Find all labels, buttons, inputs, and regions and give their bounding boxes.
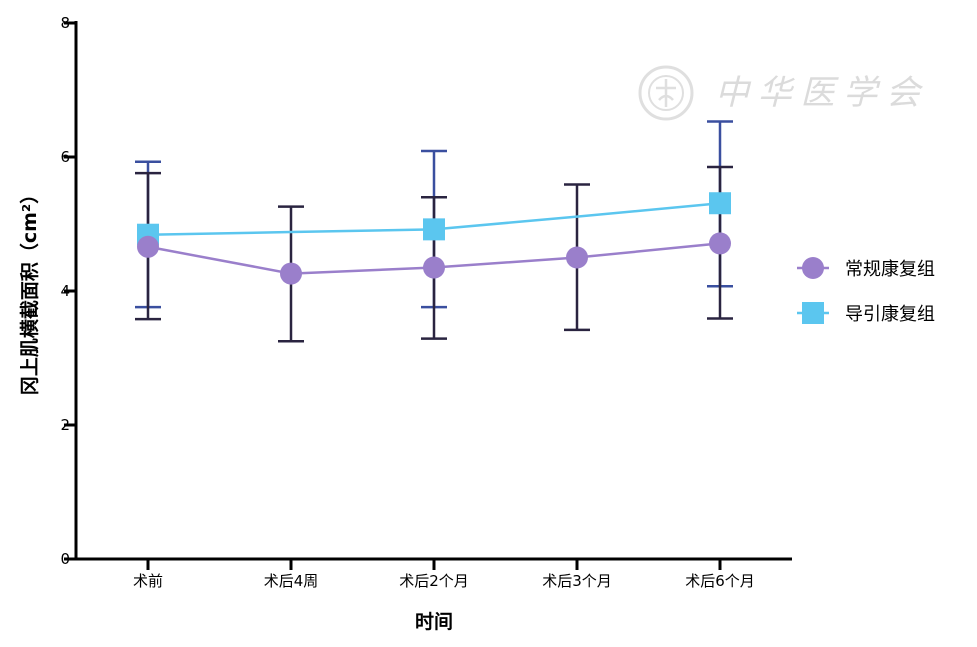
x-tick-label: 术后3个月 [542,572,612,590]
series-conventional-point [280,262,302,285]
x-axis-title: 时间 [415,611,453,633]
series-conventional-point [566,246,588,269]
x-tick-label: 术后6个月 [685,572,755,590]
series-guided-point [709,192,731,215]
series-conventional-point [709,232,731,255]
legend-conventional-marker [802,257,824,279]
legend-guided-label: 导引康复组 [845,304,935,325]
series-guided-point [423,218,445,241]
series-conventional-point [423,256,445,279]
legend-conventional-label: 常规康复组 [845,259,935,280]
y-ticks: 0 2 4 6 8 [60,14,76,568]
y-tick-label: 2 [60,416,70,434]
watermark-seal-icon [638,65,694,121]
y-tick-label: 4 [60,282,70,300]
watermark-text: 中华医学会 [715,73,924,113]
x-tick-label: 术前 [133,572,163,590]
y-tick-label: 6 [60,148,70,166]
series-layer [135,120,733,343]
series-conventional-point [137,235,159,258]
legend-guided-marker [802,302,824,324]
watermark: 中华医学会 [638,65,924,121]
y-tick-label: 0 [60,550,70,568]
x-ticks: 术前 术后4周 术后2个月 术后3个月 术后6个月 [133,559,755,590]
y-tick-label: 8 [60,14,70,32]
x-tick-label: 术后4周 [264,572,319,590]
x-tick-label: 术后2个月 [399,572,469,590]
y-axis-title: 冈上肌横截面积（cm²） [18,185,41,395]
